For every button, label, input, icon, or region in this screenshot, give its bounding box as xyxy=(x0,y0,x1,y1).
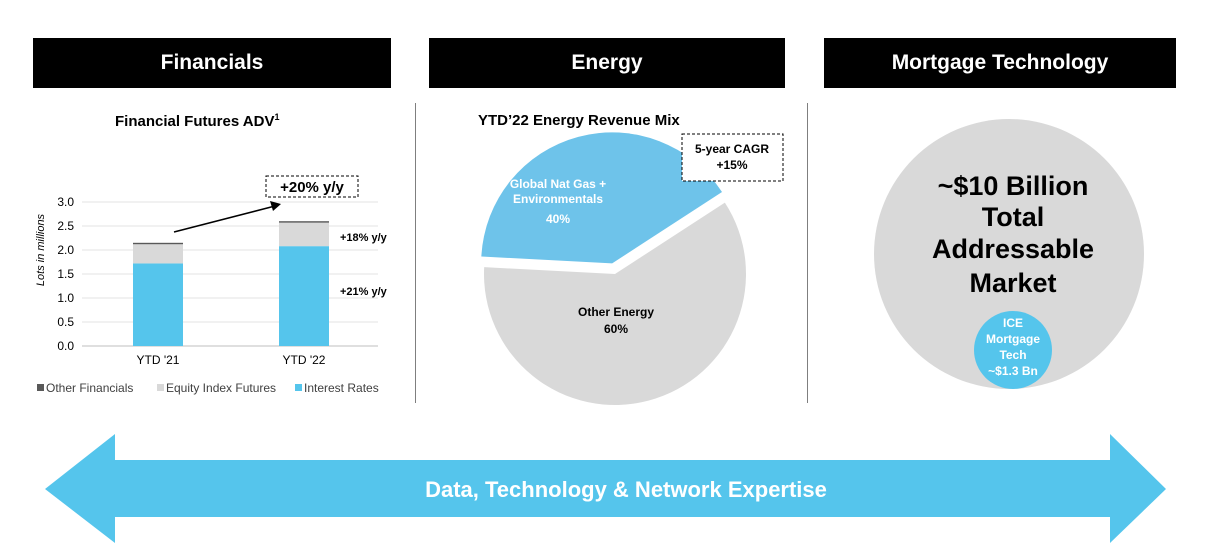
y-tick-label: 1.5 xyxy=(57,267,74,281)
tam-line-1: ~$10 Billion xyxy=(938,171,1089,201)
bar-segment-equity-index xyxy=(133,244,183,264)
pie-gas-label-line1: Global Nat Gas + xyxy=(510,177,606,191)
legend-swatch-other-financials xyxy=(37,384,44,391)
mortgage-technology-header: Mortgage Technology xyxy=(824,38,1176,88)
y-tick-label: 2.0 xyxy=(57,243,74,257)
bar-segment-interest-rates xyxy=(279,246,329,346)
banner-text: Data, Technology & Network Expertise xyxy=(425,477,827,502)
energy-revenue-pie: Global Nat Gas + Environmentals 40% Othe… xyxy=(481,132,784,406)
bar-segment-other-financials xyxy=(279,221,329,223)
tam-line-2: Total xyxy=(982,202,1045,232)
y-tick-label: 0.5 xyxy=(57,315,74,329)
footnote-marker: 1 xyxy=(274,112,280,122)
legend-swatch-interest-rates xyxy=(295,384,302,391)
banner-double-arrow xyxy=(45,434,1166,543)
legend-label-equity-index: Equity Index Futures xyxy=(166,381,276,395)
legend-swatch-equity-index xyxy=(157,384,164,391)
financials-header: Financials xyxy=(33,38,391,88)
bar-segment-interest-rates xyxy=(133,263,183,346)
ice-line-4: ~$1.3 Bn xyxy=(988,364,1038,378)
pie-gas-label-line2: Environmentals xyxy=(513,192,603,206)
column-divider xyxy=(807,103,808,403)
bar-segment-equity-index xyxy=(279,222,329,247)
bar-segment-other-financials xyxy=(133,242,183,245)
x-tick-label: YTD '21 xyxy=(137,353,180,367)
y-axis-label: Lots in millions xyxy=(35,213,47,286)
growth-arrowhead xyxy=(270,201,281,211)
ice-mortgage-circle xyxy=(974,311,1052,389)
pie-slice-global-nat-gas xyxy=(481,132,723,264)
pie-other-label: Other Energy xyxy=(578,305,654,319)
energy-revenue-title: YTD’22 Energy Revenue Mix xyxy=(478,112,680,129)
pie-gas-value: 40% xyxy=(546,212,570,226)
y-tick-label: 3.0 xyxy=(57,195,74,209)
legend-label-interest-rates: Interest Rates xyxy=(304,381,379,395)
energy-header: Energy xyxy=(429,38,785,88)
tam-line-3: Addressable xyxy=(932,234,1094,264)
y-tick-label: 1.0 xyxy=(57,291,74,305)
y-tick-label: 0.0 xyxy=(57,339,74,353)
rates-growth-label: +21% y/y xyxy=(340,286,388,298)
financial-futures-chart: 0.0 0.5 1.0 1.5 2.0 2.5 3.0 YTD '21 YTD '22 Lot… xyxy=(35,175,388,395)
cagr-callout-box xyxy=(681,133,784,182)
x-tick-label: YTD '22 xyxy=(283,353,326,367)
y-tick-label: 2.5 xyxy=(57,219,74,233)
ice-line-3: Tech xyxy=(999,348,1026,362)
equity-growth-label: +18% y/y xyxy=(340,232,388,244)
pie-slice-other-energy xyxy=(484,202,746,406)
column-divider xyxy=(415,103,416,403)
tam-line-4: Market xyxy=(969,268,1056,298)
growth-callout: +20% y/y xyxy=(280,179,344,196)
growth-callout-box xyxy=(265,175,359,198)
mortgage-tam-graphic: ~$10 Billion Total Addressable Market IC… xyxy=(874,119,1144,389)
tam-circle xyxy=(874,119,1144,389)
growth-arrow xyxy=(173,205,276,233)
cagr-callout-line1: 5-year CAGR xyxy=(695,142,769,156)
chart-legend: Other Financials Equity Index Futures In… xyxy=(37,381,379,395)
ice-line-2: Mortgage xyxy=(986,332,1040,346)
financial-futures-title: Financial Futures ADV1 xyxy=(115,112,280,130)
legend-label-other-financials: Other Financials xyxy=(46,381,133,395)
cagr-callout-line2: +15% xyxy=(716,158,747,172)
pie-other-value: 60% xyxy=(604,322,628,336)
ice-line-1: ICE xyxy=(1003,316,1023,330)
